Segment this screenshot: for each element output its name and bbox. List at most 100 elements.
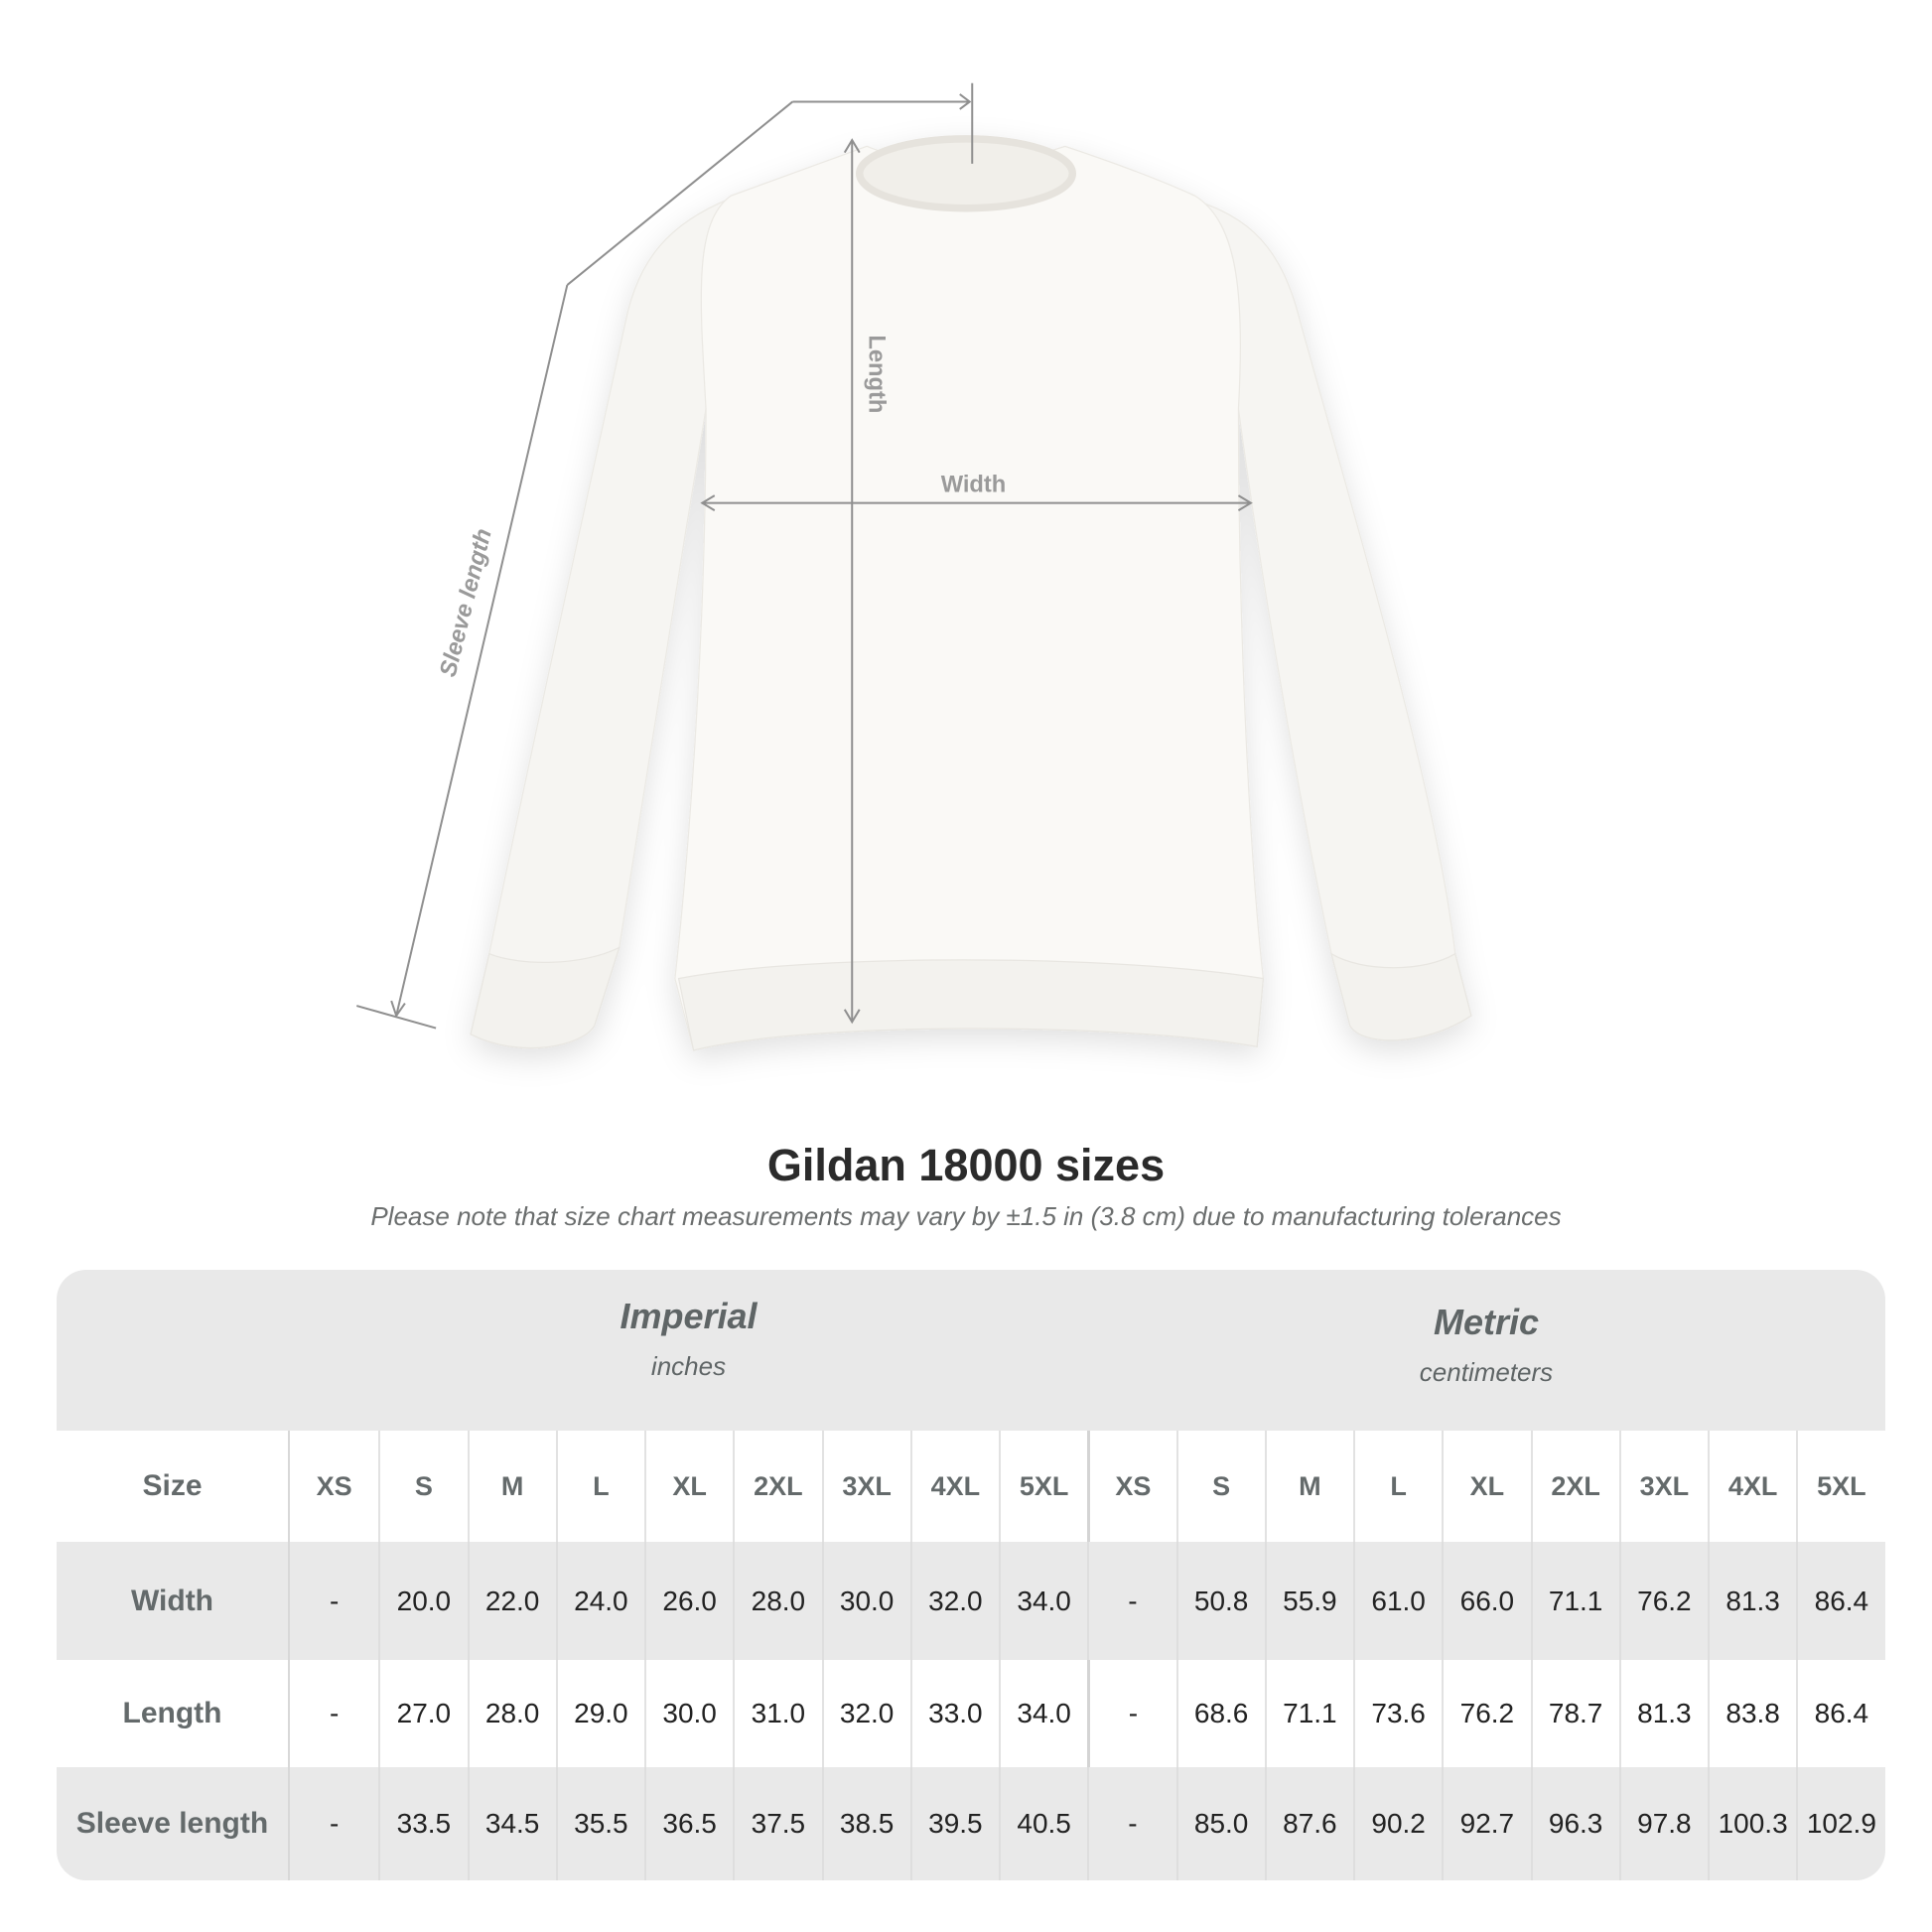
value-cell-metric: 55.9	[1264, 1542, 1353, 1660]
value-cell-imperial: 36.5	[644, 1767, 733, 1880]
size-header-imperial: 5XL	[999, 1431, 1087, 1542]
size-header-row: Size XS S M L XL 2XL 3XL 4XL 5XL XS S M L XL 2XL 3XL 4XL 5…	[57, 1431, 1885, 1542]
value-cell-imperial: 39.5	[909, 1767, 999, 1880]
size-header-metric: S	[1175, 1431, 1265, 1542]
size-header-metric: XL	[1442, 1431, 1530, 1542]
value-cell-imperial: -	[329, 1808, 340, 1839]
left-cuff	[470, 946, 621, 1049]
value-cell-imperial: 32.0	[909, 1542, 999, 1660]
size-header-metric: 3XL	[1618, 1431, 1708, 1542]
size-header-metric: M	[1264, 1431, 1353, 1542]
metric-title: Metric	[1433, 1302, 1540, 1342]
value-cell-metric: 102.9	[1796, 1767, 1884, 1880]
value-cell-metric: -	[1087, 1542, 1175, 1660]
measurement-lines	[355, 82, 1253, 1030]
value-cell-metric: 90.2	[1353, 1767, 1442, 1880]
size-header-imperial: 3XL	[821, 1431, 910, 1542]
sweatshirt-illustration: Length Width Sleeve length	[355, 82, 1472, 1051]
size-header-metric: L	[1353, 1431, 1442, 1542]
tolerance-note: Please note that size chart measurements…	[370, 1201, 1562, 1231]
size-header-imperial: XL	[644, 1431, 733, 1542]
value-cell-imperial: 32.0	[821, 1660, 910, 1767]
value-cell-imperial: 24.0	[555, 1542, 644, 1660]
value-cell-metric: 96.3	[1530, 1767, 1619, 1880]
value-cell-metric: -	[1087, 1660, 1175, 1767]
value-cell-metric: 78.7	[1530, 1660, 1619, 1767]
width-label: Width	[941, 472, 1007, 497]
value-cell-imperial: 34.5	[467, 1767, 556, 1880]
size-header-imperial: XS	[316, 1470, 352, 1501]
value-cell-metric: 97.8	[1618, 1767, 1708, 1880]
row-label: Length	[57, 1660, 290, 1767]
table-row: Width -20.0 22.0 24.0 26.0 28.0 30.0 32.0 34.0-5…	[57, 1542, 1885, 1660]
value-cell-metric: 76.2	[1442, 1660, 1530, 1767]
value-cell-metric: 76.2	[1618, 1542, 1708, 1660]
value-cell-imperial: 30.0	[644, 1660, 733, 1767]
size-header-imperial: 2XL	[733, 1431, 821, 1542]
sweatshirt	[470, 135, 1472, 1051]
size-chart-table: Imperial inches Metric centimeters Size X…	[57, 1270, 1885, 1880]
value-cell-imperial: 37.5	[733, 1767, 821, 1880]
sleeve-length-line	[395, 284, 569, 1017]
value-cell-imperial: 33.5	[378, 1767, 467, 1880]
value-cell-metric: 61.0	[1353, 1542, 1442, 1660]
table-row: Length -27.0 28.0 29.0 30.0 31.0 32.0 33.0 34.0-…	[57, 1660, 1885, 1767]
value-cell-imperial: 28.0	[467, 1660, 556, 1767]
sleeve-length-label: Sleeve length	[436, 526, 497, 679]
value-cell-metric: 100.3	[1708, 1767, 1796, 1880]
value-cell-metric: 71.1	[1264, 1660, 1353, 1767]
length-label: Length	[864, 335, 890, 413]
sweatshirt-body	[674, 145, 1265, 1051]
size-header-metric: 4XL	[1708, 1431, 1796, 1542]
value-cell-imperial: 35.5	[555, 1767, 644, 1880]
table-row: Sleeve length - 33.5 34.5 35.5 36.5 37.5 38.5 39…	[57, 1767, 1885, 1880]
size-header-metric: 2XL	[1530, 1431, 1619, 1542]
imperial-group: Imperial inches	[290, 1296, 1087, 1382]
size-header-imperial: L	[555, 1431, 644, 1542]
neckline	[855, 135, 1077, 212]
value-cell-imperial: 34.0	[999, 1542, 1087, 1660]
size-header-imperial: S	[378, 1431, 467, 1542]
value-cell-imperial: 30.0	[821, 1542, 910, 1660]
size-header-metric: XS	[1087, 1431, 1175, 1542]
imperial-title: Imperial	[620, 1296, 758, 1336]
value-cell-imperial: 38.5	[821, 1767, 910, 1880]
row-label: Width	[57, 1542, 290, 1660]
size-header-metric: 5XL	[1796, 1431, 1884, 1542]
unit-header: Imperial inches Metric centimeters	[57, 1270, 1885, 1431]
metric-group: Metric centimeters	[1087, 1302, 1885, 1388]
metric-unit: centimeters	[1419, 1357, 1554, 1387]
value-cell-metric: 81.3	[1618, 1660, 1708, 1767]
value-cell-imperial: 27.0	[378, 1660, 467, 1767]
value-cell-metric: 68.6	[1175, 1660, 1265, 1767]
value-cell-metric: 86.4	[1796, 1660, 1884, 1767]
value-cell-imperial: 33.0	[909, 1660, 999, 1767]
imperial-unit: inches	[650, 1351, 727, 1381]
value-cell-imperial: -	[329, 1698, 340, 1728]
value-cell-imperial: 40.5	[999, 1767, 1087, 1880]
value-cell-metric: 81.3	[1708, 1542, 1796, 1660]
value-cell-imperial: 22.0	[467, 1542, 556, 1660]
page-title: Gildan 18000 sizes	[766, 1140, 1166, 1190]
value-cell-metric: 83.8	[1708, 1660, 1796, 1767]
value-cell-imperial: 20.0	[378, 1542, 467, 1660]
row-label: Sleeve length	[57, 1767, 290, 1880]
value-cell-metric: 71.1	[1530, 1542, 1619, 1660]
value-cell-imperial: 28.0	[733, 1542, 821, 1660]
value-cell-imperial: 34.0	[999, 1660, 1087, 1767]
size-header-imperial: M	[467, 1431, 556, 1542]
value-cell-metric: 86.4	[1796, 1542, 1884, 1660]
right-cuff	[1330, 952, 1472, 1041]
waistband	[677, 959, 1265, 1051]
size-header-imperial: 4XL	[909, 1431, 999, 1542]
value-cell-imperial: 31.0	[733, 1660, 821, 1767]
value-cell-metric: 87.6	[1264, 1767, 1353, 1880]
value-cell-metric: 85.0	[1175, 1767, 1265, 1880]
value-cell-imperial: 26.0	[644, 1542, 733, 1660]
value-cell-metric: 92.7	[1442, 1767, 1530, 1880]
row-label: Size	[57, 1431, 290, 1542]
value-cell-metric: 50.8	[1175, 1542, 1265, 1660]
value-cell-imperial: -	[329, 1585, 340, 1616]
value-cell-metric: 66.0	[1442, 1542, 1530, 1660]
value-cell-imperial: 29.0	[555, 1660, 644, 1767]
